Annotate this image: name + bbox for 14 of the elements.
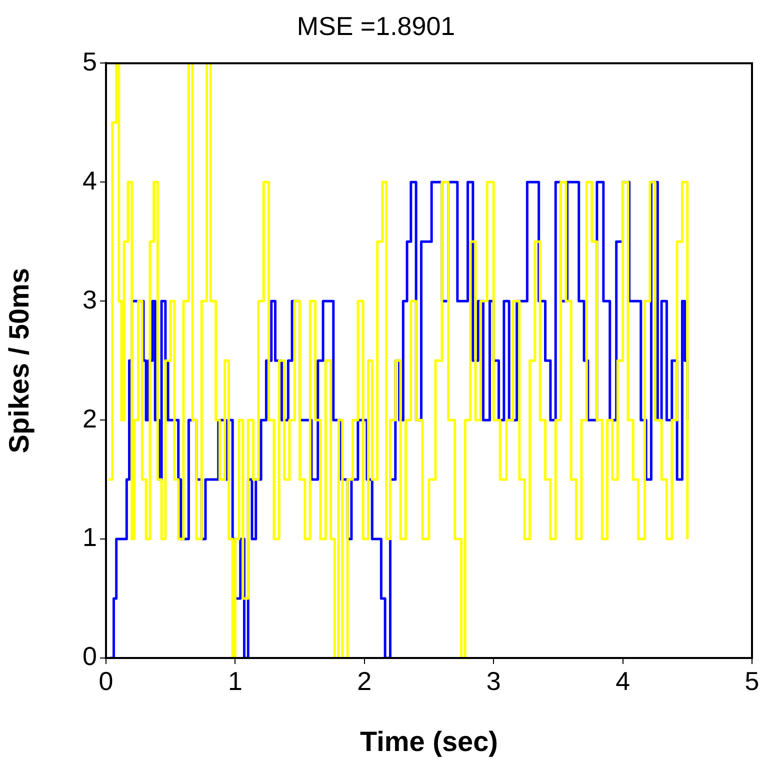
y-tick-label: 3	[82, 284, 97, 314]
y-tick-label: 1	[82, 522, 97, 552]
chart-title: MSE =1.8901	[296, 10, 456, 41]
x-axis-title: Time (sec)	[360, 726, 498, 757]
x-tick-label: 1	[228, 666, 242, 696]
y-tick-label: 5	[82, 46, 97, 76]
x-tick-label: 3	[486, 666, 501, 696]
x-tick-label: 2	[357, 666, 372, 696]
y-tick-label: 4	[82, 165, 97, 196]
x-tick-label: 5	[744, 666, 760, 696]
x-tick-label: 4	[616, 666, 630, 696]
y-tick-label: 2	[82, 403, 97, 434]
y-tick-label: 0	[82, 641, 97, 672]
y-axis-title: Spikes / 50ms	[4, 268, 35, 454]
